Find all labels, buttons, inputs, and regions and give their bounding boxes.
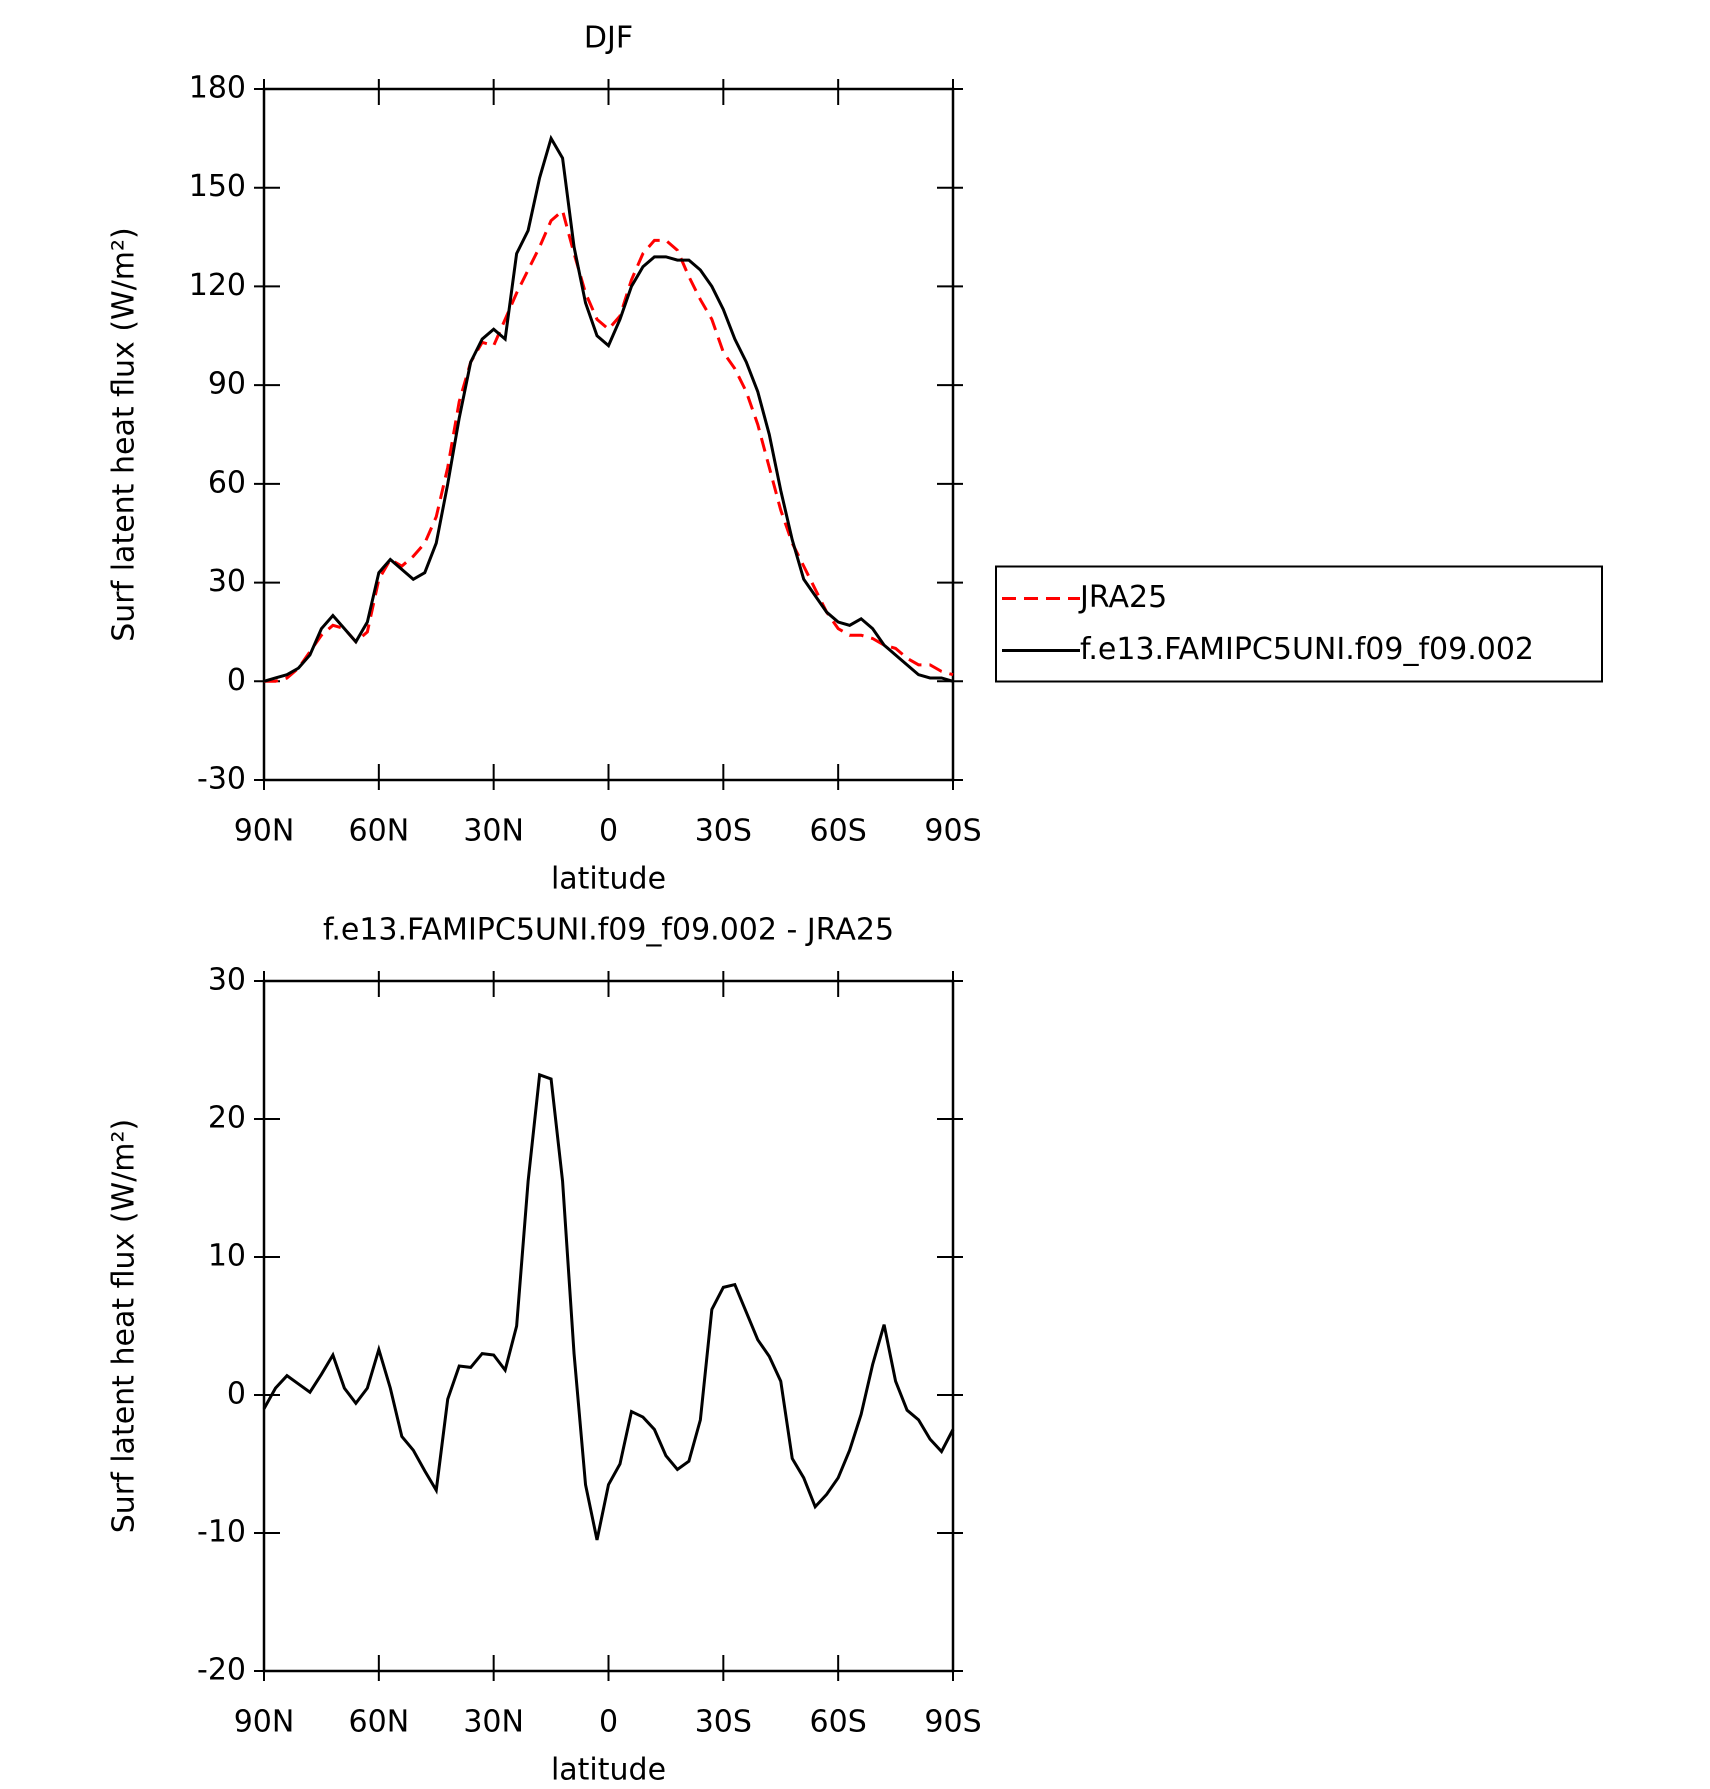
y-tick-label: 180: [189, 71, 246, 106]
plot-frame: [262, 979, 955, 1673]
chart-title: f.e13.FAMIPC5UNI.f09_f09.002 - JRA25: [323, 913, 894, 948]
x-tick-label: 90S: [924, 1705, 981, 1740]
y-tick-label: 120: [189, 268, 246, 303]
y-tick-label: -30: [197, 762, 246, 797]
data-line: [262, 1072, 955, 1541]
chart-title: DJF: [584, 21, 633, 56]
x-tick-label: 60S: [810, 1705, 867, 1740]
y-tick-label: 10: [208, 1239, 246, 1274]
y-tick-label: 0: [227, 1377, 246, 1412]
x-tick-label: 0: [599, 1705, 618, 1740]
x-axis-label: latitude: [551, 862, 666, 897]
y-tick-label: 90: [208, 367, 246, 402]
y-tick-label: -10: [197, 1515, 246, 1550]
data-line: [263, 134, 954, 683]
y-axis-label: Surf latent heat flux (W/m²): [107, 1119, 142, 1534]
x-tick-label: 30N: [463, 814, 524, 849]
x-axis-label: latitude: [551, 1753, 666, 1788]
x-tick-label: 0: [599, 814, 618, 849]
y-tick-label: -20: [197, 1653, 246, 1688]
x-tick-label: 60S: [810, 814, 867, 849]
x-tick-label: 90N: [234, 1705, 295, 1740]
y-tick-label: 30: [208, 564, 246, 599]
x-tick-label: 90N: [234, 814, 295, 849]
y-tick-label: 60: [208, 465, 246, 500]
data-line: [264, 208, 954, 683]
x-tick-label: 60N: [349, 814, 410, 849]
legend-label: f.e13.FAMIPC5UNI.f09_f09.002: [1080, 632, 1534, 667]
y-tick-label: 150: [189, 169, 246, 204]
legend-label: JRA25: [1078, 580, 1167, 615]
x-tick-label: 30S: [695, 1705, 752, 1740]
y-tick-label: 0: [227, 663, 246, 698]
legend-box: [995, 565, 1603, 683]
x-tick-label: 30N: [463, 1705, 524, 1740]
x-tick-label: 60N: [349, 1705, 410, 1740]
plot-frame: [262, 87, 955, 782]
y-axis-label: Surf latent heat flux (W/m²): [107, 227, 142, 642]
y-tick-label: 30: [208, 963, 246, 998]
y-tick-label: 20: [208, 1101, 246, 1136]
x-tick-label: 90S: [924, 814, 981, 849]
x-tick-label: 30S: [695, 814, 752, 849]
